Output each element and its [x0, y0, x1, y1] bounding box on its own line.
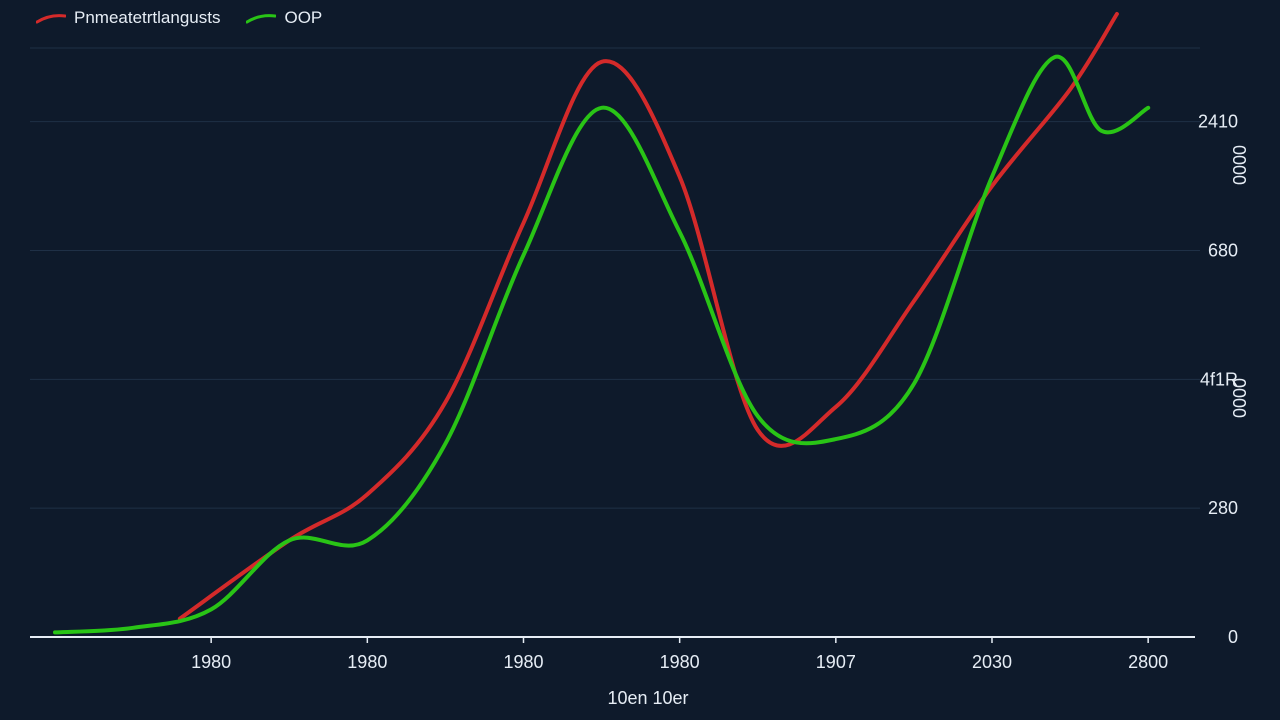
y-tick-label: 680 — [1208, 240, 1238, 260]
y-axis-ticks: 0 280 4f1R 680 2410 — [1198, 112, 1238, 647]
x-tick-label: 1980 — [347, 652, 387, 672]
y-tick-label: 0 — [1228, 627, 1238, 647]
series-line-0 — [177, 12, 1119, 621]
x-tick-label: 1980 — [503, 652, 543, 672]
x-tick-label: 1980 — [191, 652, 231, 672]
x-tick-label: 2800 — [1128, 652, 1168, 672]
grid-lines — [30, 47, 1200, 509]
x-axis-ticks: 1980 1980 1980 1980 1907 2030 2800 — [191, 637, 1168, 672]
legend-label-green: OOP — [284, 8, 323, 27]
legend-label-red: Pnmeatetrtlangusts — [74, 8, 221, 27]
y-tick-label: 280 — [1208, 498, 1238, 518]
right-side-label: 0000 — [1230, 378, 1250, 418]
legend-swatch-red — [36, 12, 66, 24]
legend: Pnmeatetrtlangusts OOP — [36, 8, 322, 28]
series-lines — [53, 12, 1151, 635]
legend-swatch-green — [246, 12, 277, 24]
series-line-1 — [53, 54, 1151, 635]
right-side-labels: 0000 0000 — [1230, 145, 1250, 418]
legend-entry-red: Pnmeatetrtlangusts — [36, 8, 220, 28]
right-side-label: 0000 — [1230, 145, 1250, 185]
x-tick-label: 1907 — [816, 652, 856, 672]
y-tick-label: 2410 — [1198, 112, 1238, 132]
x-tick-label: 2030 — [972, 652, 1012, 672]
x-axis-label: 10en 10er — [607, 688, 688, 708]
y-tick-label: 4f1R — [1200, 369, 1238, 389]
x-tick-label: 1980 — [660, 652, 700, 672]
legend-entry-green: OOP — [246, 8, 322, 28]
